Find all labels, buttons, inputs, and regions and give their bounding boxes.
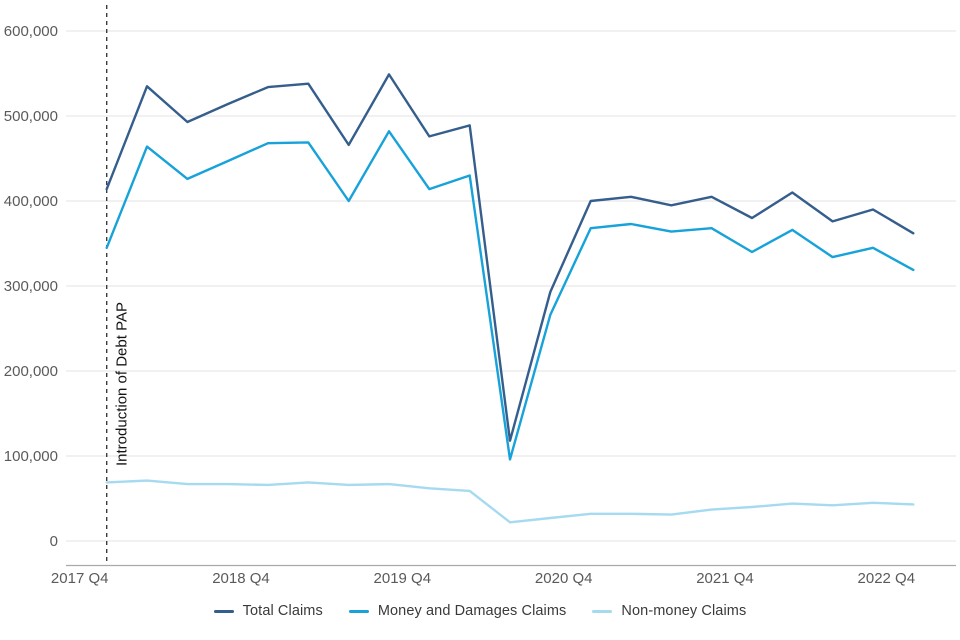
y-tick-label: 500,000 xyxy=(4,108,58,125)
claims-line-chart: 0 100,000 200,000 300,000 400,000 500,000 600,… xyxy=(4,5,956,587)
y-tick-label: 600,000 xyxy=(4,23,58,40)
annotation-introduction-of-debt-pap: Introduction of Debt PAP xyxy=(114,302,131,466)
y-tick-label: 100,000 xyxy=(4,448,58,465)
x-tick-label: 2022 Q4 xyxy=(858,570,916,587)
x-tick-label: 2018 Q4 xyxy=(212,570,270,587)
legend-item-money-and-damages-claims: Money and Damages Claims xyxy=(348,603,567,619)
legend-label-total-claims: Total Claims xyxy=(242,603,323,619)
y-tick-label: 200,000 xyxy=(4,363,58,380)
x-tick-label: 2021 Q4 xyxy=(696,570,754,587)
legend-label-non-money-claims: Non-money Claims xyxy=(621,603,747,619)
x-tick-label: 2019 Q4 xyxy=(374,570,432,587)
legend-swatch-total-claims xyxy=(213,609,234,613)
legend-label-money-and-damages-claims: Money and Damages Claims xyxy=(377,603,567,619)
series-line-total-claims xyxy=(105,73,915,442)
y-tick-label: 300,000 xyxy=(4,278,58,295)
legend-item-non-money-claims: Non-money Claims xyxy=(592,603,746,619)
series-line-non-money-claims xyxy=(105,479,915,524)
legend-swatch-non-money-claims xyxy=(592,609,613,613)
legend-swatch-money-and-damages-claims xyxy=(348,609,369,613)
legend-item-total-claims: Total Claims xyxy=(213,603,323,619)
y-tick-label: 0 xyxy=(50,533,58,550)
series-line-money-and-damages-claims xyxy=(105,130,915,461)
x-tick-label: 2020 Q4 xyxy=(535,570,593,587)
y-tick-label: 400,000 xyxy=(4,193,58,210)
chart-legend: Total Claims Money and Damages Claims Non-… xyxy=(0,603,960,619)
x-tick-label: 2017 Q4 xyxy=(51,570,109,587)
